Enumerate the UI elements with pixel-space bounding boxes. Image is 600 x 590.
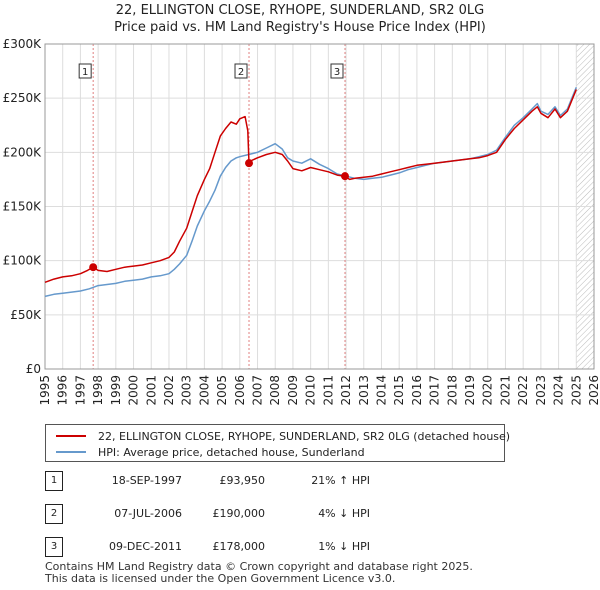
x-tick-label: 2006 — [233, 375, 247, 406]
legend-item-hpi: HPI: Average price, detached house, Sund… — [56, 444, 365, 460]
sale-date: 18-SEP-1997 — [111, 474, 182, 487]
footer-copyright: Contains HM Land Registry data © Crown c… — [45, 560, 473, 573]
sale-number-badge: 2 — [45, 504, 63, 524]
sale-row: 1 18-SEP-1997 £93,950 21% ↑ HPI — [45, 471, 425, 491]
footer-licence: This data is licensed under the Open Gov… — [45, 572, 396, 585]
series-line-hpi — [44, 87, 577, 298]
sale-marker-badge — [330, 63, 344, 79]
x-tick-label: 2022 — [516, 375, 530, 406]
legend-swatch-property — [56, 435, 86, 437]
x-tick-label: 2025 — [569, 375, 583, 406]
chart-title: 22, ELLINGTON CLOSE, RYHOPE, SUNDERLAND,… — [115, 3, 485, 18]
x-tick-label: 2007 — [251, 375, 265, 406]
chart-legend: 22, ELLINGTON CLOSE, RYHOPE, SUNDERLAND,… — [45, 424, 510, 462]
sale-row: 2 07-JUL-2006 £190,000 4% ↓ HPI — [45, 504, 425, 524]
x-tick-label: 2008 — [268, 375, 282, 406]
sale-date: 09-DEC-2011 — [108, 540, 182, 553]
x-tick-label: 1996 — [56, 375, 70, 406]
x-tick-label: 1997 — [73, 375, 87, 406]
y-tick-label: £300K — [3, 37, 43, 51]
plot-frame — [44, 43, 595, 370]
sale-price: £178,000 — [212, 540, 266, 553]
legend-label-hpi: HPI: Average price, detached house, Sund… — [98, 445, 365, 459]
y-tick-label: £200K — [3, 145, 43, 159]
y-tick-label: £0 — [26, 362, 41, 376]
x-tick-label: 2016 — [410, 375, 424, 406]
sale-number-badge: 1 — [45, 471, 63, 491]
series-line-property — [44, 89, 577, 284]
sale-marker-label: 2 — [238, 67, 244, 78]
x-tick-label: 1999 — [109, 375, 123, 406]
x-tick-label: 1995 — [38, 375, 52, 406]
legend-swatch-hpi — [56, 451, 86, 453]
sale-marker-label: 3 — [334, 67, 340, 78]
x-tick-label: 2023 — [534, 375, 548, 406]
x-tick-label: 2015 — [392, 375, 406, 406]
y-tick-label: £150K — [3, 200, 43, 214]
footer: Contains HM Land Registry data © Crown c… — [45, 561, 473, 585]
x-tick-label: 2020 — [481, 375, 495, 406]
x-tick-label: 2014 — [374, 375, 388, 406]
x-tick-label: 2021 — [498, 375, 512, 406]
x-tick-label: 2000 — [127, 375, 141, 406]
sale-marker-badge — [78, 63, 92, 79]
sale-hpi-change: 21% ↑ HPI — [311, 474, 370, 487]
chart-subtitle: Price paid vs. HM Land Registry's House … — [114, 20, 486, 35]
x-tick-label: 2026 — [587, 375, 600, 406]
sale-point — [89, 263, 98, 272]
x-tick-label: 2013 — [357, 375, 371, 406]
legend-label-property: 22, ELLINGTON CLOSE, RYHOPE, SUNDERLAND,… — [98, 429, 511, 443]
sale-hpi-change: 1% ↓ HPI — [318, 540, 370, 553]
x-tick-label: 2005 — [215, 375, 229, 406]
sale-row: 3 09-DEC-2011 £178,000 1% ↓ HPI — [45, 537, 425, 557]
sale-number-badge: 3 — [45, 537, 63, 557]
legend-item-property: 22, ELLINGTON CLOSE, RYHOPE, SUNDERLAND,… — [56, 428, 510, 444]
sale-price: £190,000 — [212, 507, 266, 520]
sale-point — [341, 172, 350, 181]
x-tick-label: 2003 — [180, 375, 194, 406]
sale-marker-badge — [234, 63, 248, 79]
sale-date: 07-JUL-2006 — [114, 507, 182, 520]
x-tick-label: 2019 — [463, 375, 477, 406]
y-tick-label: £50K — [10, 308, 42, 322]
y-tick-label: £100K — [3, 254, 43, 268]
x-tick-label: 2018 — [445, 375, 459, 406]
x-tick-label: 2024 — [552, 375, 566, 406]
x-tick-label: 2010 — [304, 375, 318, 406]
x-tick-label: 2011 — [321, 375, 335, 406]
x-tick-label: 2009 — [286, 375, 300, 406]
sale-price: £93,950 — [219, 474, 266, 487]
x-tick-label: 2017 — [428, 375, 442, 406]
y-tick-label: £250K — [3, 91, 43, 105]
x-tick-label: 1998 — [91, 375, 105, 406]
x-tick-label: 2012 — [339, 375, 353, 406]
sale-hpi-change: 4% ↓ HPI — [318, 507, 370, 520]
x-tick-label: 2004 — [197, 375, 211, 406]
x-tick-label: 2002 — [162, 375, 176, 406]
sale-marker-label: 1 — [82, 67, 88, 78]
sale-point — [245, 159, 254, 168]
x-tick-label: 2001 — [144, 375, 158, 406]
